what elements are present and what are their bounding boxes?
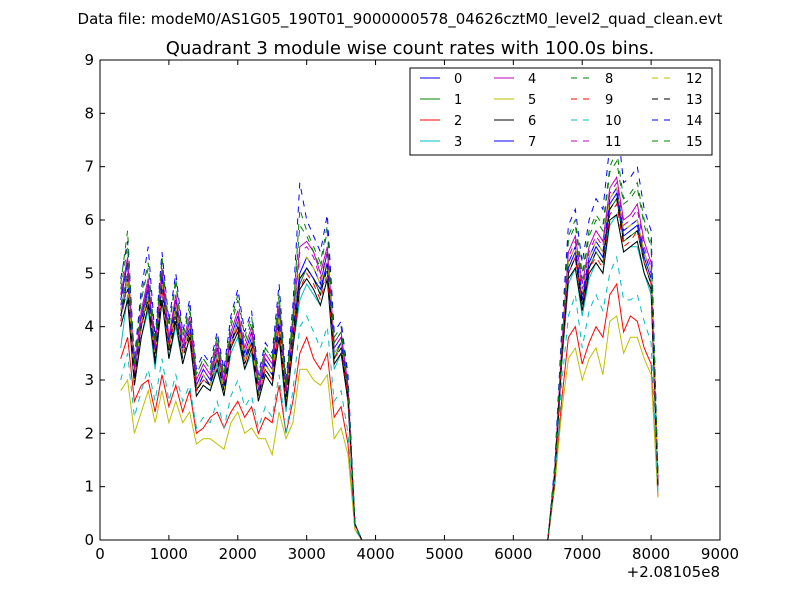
y-tick-label: 8: [84, 104, 94, 122]
series-line-7: [120, 191, 659, 541]
x-tick-label: 3000: [288, 545, 326, 563]
x-tick-label: 0: [95, 545, 105, 563]
y-tick-label: 2: [84, 424, 94, 442]
y-tick-label: 0: [84, 531, 94, 549]
series-line-2: [120, 282, 659, 541]
legend-label-0: 0: [454, 72, 462, 87]
datafile-label: Data file: modeM0/AS1G05_190T01_90000005…: [78, 10, 723, 29]
series-line-10: [120, 255, 659, 541]
series-line-11: [120, 181, 659, 541]
x-tick-label: 2000: [219, 545, 257, 563]
legend-label-3: 3: [454, 135, 462, 150]
x-tick-label: 5000: [425, 545, 463, 563]
series-line-4: [120, 175, 659, 541]
legend-label-15: 15: [686, 135, 703, 150]
y-tick-label: 6: [84, 211, 94, 229]
legend-label-12: 12: [686, 72, 703, 87]
legend-label-4: 4: [528, 72, 536, 87]
legend-box: [409, 67, 713, 156]
series-line-15: [120, 159, 659, 541]
series-line-12: [120, 186, 659, 541]
series-line-8: [120, 148, 659, 541]
legend-label-6: 6: [528, 114, 536, 129]
legend-label-13: 13: [686, 93, 703, 108]
legend-label-8: 8: [605, 72, 613, 87]
y-tick-label: 1: [84, 478, 94, 496]
series-line-14: [120, 118, 659, 541]
legend-label-10: 10: [605, 114, 622, 129]
x-tick-label: 1000: [150, 545, 188, 563]
x-offset-label: +2.08105e8: [627, 563, 720, 581]
y-tick-label: 5: [84, 264, 94, 282]
series-group: [120, 118, 659, 541]
series-line-13: [120, 197, 659, 541]
x-tick-label: 9000: [701, 545, 739, 563]
axis-ticks: 0 1000 2000 3000 4000 5000 6000 7000 8000 9000012…: [84, 51, 739, 563]
chart-title: Quadrant 3 module wise count rates with …: [166, 38, 655, 59]
x-tick-label: 8000: [632, 545, 670, 563]
x-tick-label: 4000: [356, 545, 394, 563]
y-tick-label: 3: [84, 371, 94, 389]
legend-label-1: 1: [454, 93, 462, 108]
y-tick-label: 7: [84, 158, 94, 176]
legend-label-14: 14: [686, 114, 703, 129]
axes-frame: [99, 59, 721, 541]
series-line-9: [120, 202, 659, 541]
legend-label-9: 9: [605, 93, 613, 108]
legend-label-5: 5: [528, 93, 536, 108]
series-line-5: [120, 315, 659, 541]
y-tick-label: 4: [84, 318, 94, 336]
legend-label-7: 7: [528, 135, 536, 150]
x-tick-label: 7000: [563, 545, 601, 563]
x-tick-label: 6000: [494, 545, 532, 563]
legend-label-11: 11: [605, 135, 622, 150]
series-line-6: [120, 213, 659, 541]
y-tick-label: 9: [84, 51, 94, 69]
legend-label-2: 2: [454, 114, 462, 129]
